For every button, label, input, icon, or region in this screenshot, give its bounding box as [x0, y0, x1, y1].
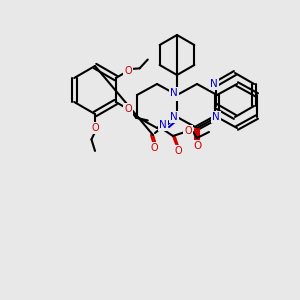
- Text: N: N: [159, 120, 167, 130]
- Text: O: O: [91, 123, 99, 133]
- Text: N: N: [212, 112, 220, 122]
- Text: O: O: [124, 66, 132, 76]
- Text: O: O: [174, 146, 182, 156]
- Text: O: O: [124, 104, 132, 114]
- Text: O: O: [184, 126, 192, 136]
- Text: O: O: [150, 143, 158, 153]
- Text: N: N: [170, 90, 178, 100]
- Text: N: N: [170, 88, 178, 98]
- Text: O: O: [194, 141, 202, 151]
- Text: N: N: [210, 79, 218, 89]
- Text: N: N: [170, 112, 178, 122]
